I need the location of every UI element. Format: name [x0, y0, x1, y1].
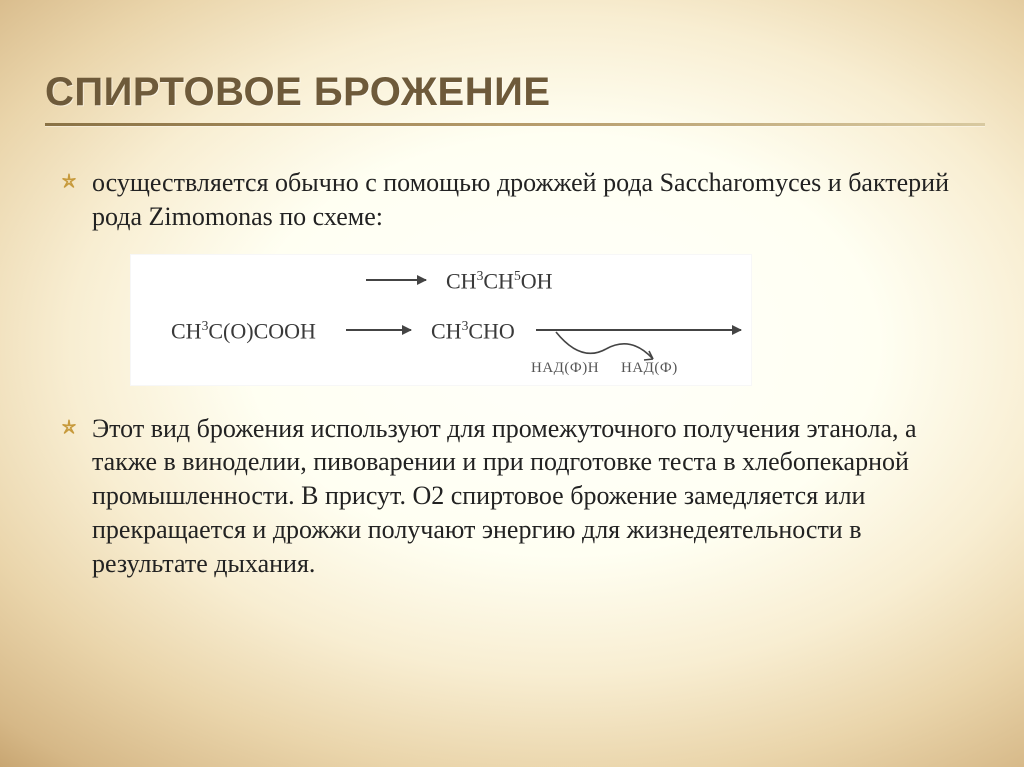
chem-nadh: НАД(Ф)Н — [531, 359, 599, 379]
bullet-text: Этот вид брожения используют для промежу… — [92, 412, 964, 581]
arrow-top — [366, 279, 426, 281]
title-region: СПИРТОВОЕ БРОЖЕНИЕ — [0, 0, 1024, 126]
chem-mid: CH3CHO — [431, 317, 515, 346]
chem-start: CH3C(O)COOH — [171, 317, 316, 346]
slide-body: осуществляется обычно с помощью дрожжей … — [0, 126, 1024, 581]
arrow-mid — [346, 329, 411, 331]
star-icon — [60, 172, 78, 190]
chem-nad: НАД(Ф) — [621, 359, 678, 379]
slide-title: СПИРТОВОЕ БРОЖЕНИЕ — [45, 70, 979, 115]
bullet-item: Этот вид брожения используют для промежу… — [60, 412, 964, 581]
chem-top-product: CH3CH5OH — [446, 267, 553, 296]
bullet-text: осуществляется обычно с помощью дрожжей … — [92, 166, 964, 234]
bullet-item: осуществляется обычно с помощью дрожжей … — [60, 166, 964, 234]
slide: СПИРТОВОЕ БРОЖЕНИЕ осуществляется обычно… — [0, 0, 1024, 767]
reaction-diagram: CH3CH5OH CH3C(O)COOH CH3CHO НАД(Ф)Н НАД(… — [130, 254, 752, 386]
star-icon — [60, 418, 78, 436]
